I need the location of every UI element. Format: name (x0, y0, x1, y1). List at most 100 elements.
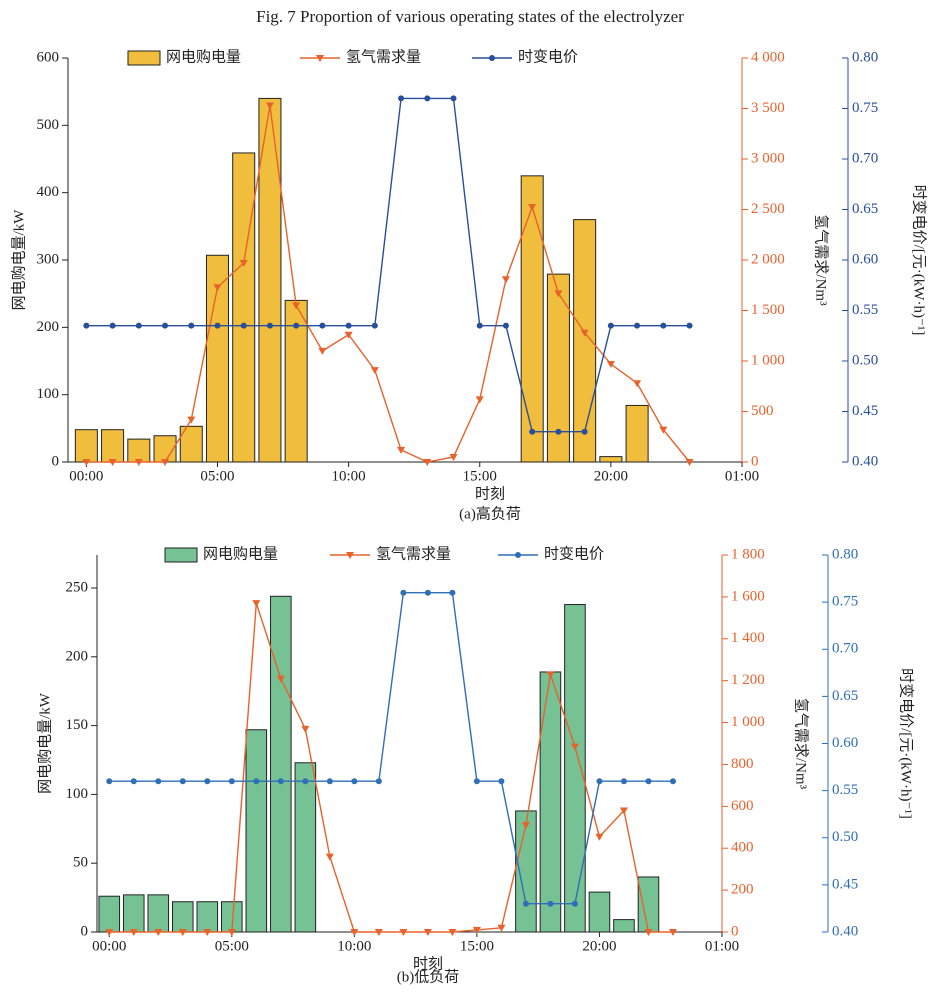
x-tick-label: 00:00 (69, 468, 103, 484)
bar (588, 891, 611, 933)
x-tick-label: 10:00 (332, 468, 366, 484)
line-marker (109, 322, 116, 329)
line-marker (83, 322, 90, 329)
y2-axis-label: 氢气需求/Nm³ (793, 698, 810, 790)
y-tick-label: 200 (66, 648, 89, 664)
x-tick-label: 05:00 (215, 938, 249, 954)
legend-label: 时变电价 (518, 48, 578, 65)
y-tick-label: 100 (66, 786, 89, 802)
line-marker (660, 322, 667, 329)
bar (294, 762, 317, 933)
line-marker (424, 589, 431, 596)
bar (573, 219, 597, 463)
line-marker (105, 929, 114, 936)
bar (98, 895, 121, 933)
y3-tick-label: 0.80 (852, 49, 878, 65)
line-marker (204, 778, 211, 785)
line-marker (634, 322, 641, 329)
line-marker (669, 778, 676, 785)
bar (179, 425, 203, 463)
line-marker (351, 778, 358, 785)
y-axis-label: 网电购电量/kW (10, 209, 27, 311)
bar (127, 438, 151, 463)
line-marker (423, 929, 432, 936)
line-marker (162, 322, 169, 329)
bar (270, 595, 292, 933)
legend-label: 网电购电量 (166, 48, 241, 65)
bar (520, 175, 544, 463)
line-marker (555, 428, 562, 435)
line-marker (547, 900, 554, 907)
line-marker (344, 331, 353, 339)
y-tick-label: 50 (73, 855, 88, 871)
line-marker (475, 396, 484, 404)
y3-tick-label: 0.70 (832, 641, 858, 657)
line-marker (619, 807, 628, 815)
line-marker (528, 203, 537, 211)
line-marker (326, 778, 333, 785)
line-marker (685, 459, 694, 466)
line-marker (633, 380, 642, 388)
x-tick-label: 01:00 (725, 468, 759, 484)
line-marker (374, 929, 383, 936)
y3-tick-label: 0.40 (852, 453, 878, 469)
line-marker (596, 778, 603, 785)
y3-tick-label: 0.70 (852, 150, 878, 166)
line-marker (620, 778, 627, 785)
line-marker (265, 102, 274, 110)
line-marker (227, 929, 236, 936)
bar (122, 894, 145, 933)
bar (539, 671, 562, 933)
y2-tick-label: 500 (751, 403, 774, 419)
y3-tick-label: 0.50 (852, 352, 878, 368)
line-marker (179, 778, 186, 785)
y3-tick-label: 0.40 (832, 923, 858, 939)
line-marker (239, 260, 248, 268)
line-marker (595, 833, 604, 841)
line-marker (571, 900, 578, 907)
line (109, 602, 673, 933)
bar (147, 894, 170, 933)
line-marker (108, 459, 117, 466)
line-marker (449, 589, 456, 596)
line-marker (498, 778, 505, 785)
y2-tick-label: 1 800 (731, 546, 765, 562)
y3-tick-label: 0.55 (852, 302, 878, 318)
y-tick-label: 150 (66, 717, 89, 733)
line-marker (82, 459, 91, 466)
line-marker (187, 416, 196, 424)
bar (637, 876, 660, 933)
line-marker (554, 290, 563, 298)
y2-tick-label: 3 000 (751, 150, 785, 166)
line-marker (178, 929, 187, 936)
x-tick-label: 15:00 (460, 938, 494, 954)
line (109, 592, 673, 905)
line-marker (607, 322, 614, 329)
line-marker (161, 459, 170, 466)
bar (171, 901, 194, 933)
line-marker (397, 446, 406, 454)
y-tick-label: 100 (37, 386, 60, 402)
line-marker (302, 778, 309, 785)
line-marker (276, 675, 285, 683)
x-tick-label: 01:00 (705, 938, 739, 954)
y2-tick-label: 1 400 (731, 630, 765, 646)
line-marker (252, 600, 261, 608)
y2-tick-label: 1 000 (751, 352, 785, 368)
legend-marker (489, 55, 495, 61)
legend-swatch (127, 50, 161, 66)
bar (546, 273, 570, 463)
y3-tick-label: 0.60 (852, 251, 878, 267)
line-marker (399, 929, 408, 936)
y3-axis-label: 时变电价/[元·(kW·h)⁻¹] (898, 668, 915, 819)
y2-tick-label: 0 (751, 453, 759, 469)
line-marker (350, 929, 359, 936)
y2-tick-label: 3 500 (751, 100, 785, 116)
caption: (a)高负荷 (459, 505, 521, 522)
legend-marker (515, 552, 521, 558)
line-marker (668, 929, 677, 936)
line-marker (266, 322, 273, 329)
x-axis-label: 时刻 (413, 955, 443, 972)
line-marker (277, 778, 284, 785)
